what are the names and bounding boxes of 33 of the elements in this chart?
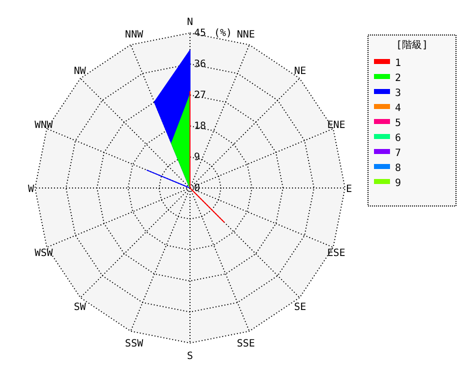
spoke-label: NNW — [125, 30, 144, 41]
text: (%) — [214, 28, 232, 39]
spoke-label: WNW — [34, 120, 54, 132]
y-tick-label: 0 — [194, 183, 200, 194]
spoke-label: ENE — [327, 120, 346, 132]
legend-label: 9 — [395, 178, 402, 189]
spoke-label: S — [186, 351, 194, 362]
legend-label: 8 — [395, 163, 402, 174]
y-tick-label: 9 — [194, 152, 200, 163]
legend-label: 2 — [395, 73, 402, 84]
legend-label: 4 — [395, 103, 402, 114]
spoke-label: NNE — [236, 30, 255, 41]
spoke-label: SW — [74, 302, 87, 314]
spoke-label: N — [186, 17, 194, 28]
spoke-label: W — [28, 184, 35, 195]
y-tick-label: 45 — [194, 28, 206, 39]
legend-title: [階級] — [396, 39, 428, 51]
legend-label: 1 — [395, 58, 402, 69]
spoke-label: NW — [74, 66, 87, 77]
legend-label: 3 — [395, 88, 402, 99]
spoke-label: SSE — [236, 338, 255, 350]
spoke-label: NE — [294, 66, 306, 77]
legend-label: 7 — [395, 148, 402, 159]
spoke-label: E — [346, 184, 352, 195]
spoke-label: SE — [294, 302, 306, 314]
y-tick-label: 36 — [194, 59, 206, 70]
spoke-label: WSW — [34, 248, 54, 259]
spoke-label: SSW — [125, 338, 144, 350]
spoke-label: ESE — [327, 248, 346, 259]
legend-label: 6 — [395, 133, 402, 144]
legend-label: 5 — [395, 118, 402, 129]
y-tick-label: 27 — [194, 90, 206, 101]
y-tick-label: 18 — [194, 121, 206, 132]
